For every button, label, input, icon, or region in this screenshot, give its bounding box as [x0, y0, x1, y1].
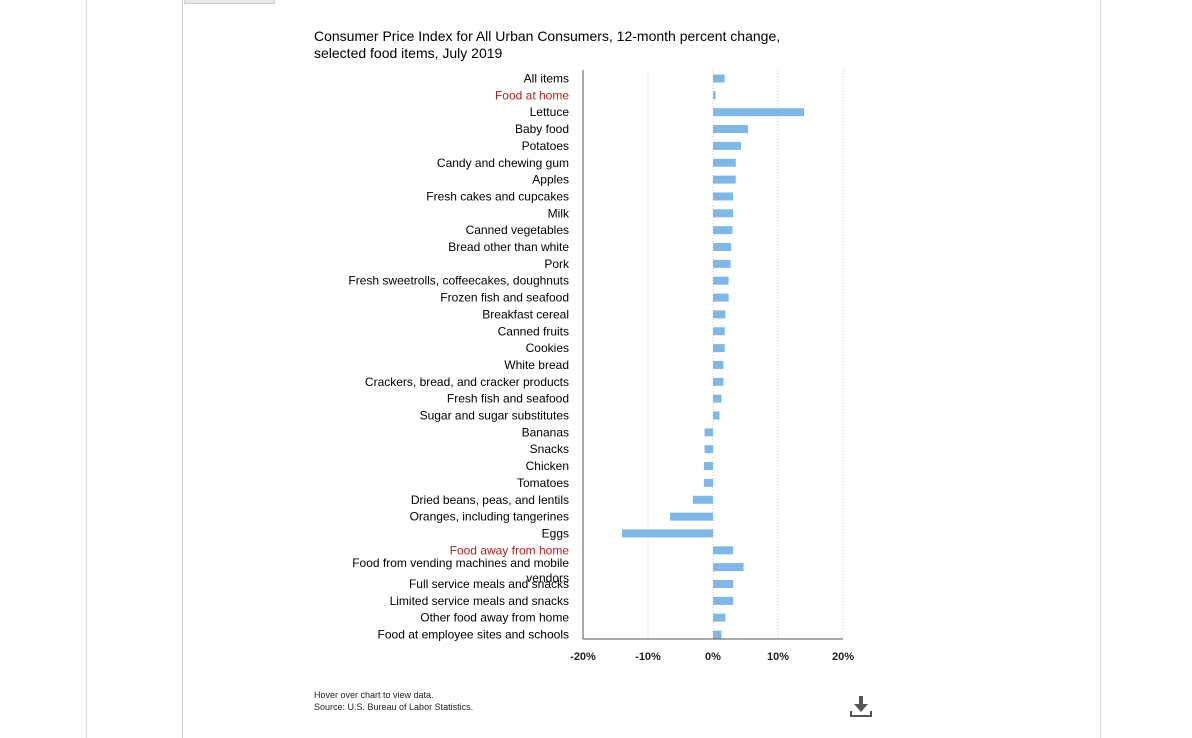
- category-label: Baby food: [515, 122, 569, 136]
- category-label: Bananas: [522, 425, 569, 439]
- category-label: Snacks: [530, 442, 569, 456]
- bar[interactable]: [713, 563, 744, 572]
- bar[interactable]: [713, 360, 724, 369]
- category-label: Fresh sweetrolls, coffeecakes, doughnuts: [348, 274, 569, 288]
- bar[interactable]: [713, 310, 726, 319]
- category-label: White bread: [504, 358, 569, 372]
- category-label: Tomatoes: [517, 476, 569, 490]
- category-label: Full service meals and snacks: [409, 577, 569, 591]
- bar[interactable]: [713, 209, 734, 218]
- category-label: Other food away from home: [420, 611, 569, 625]
- bar[interactable]: [713, 344, 725, 353]
- bar[interactable]: [713, 243, 732, 251]
- category-label: Chicken: [526, 459, 569, 473]
- x-tick-label: 0%: [705, 651, 721, 663]
- tab[interactable]: [184, 0, 275, 4]
- bar[interactable]: [713, 125, 749, 134]
- category-label: Apples: [532, 173, 569, 187]
- bar[interactable]: [713, 276, 729, 285]
- chart-panel: [182, 0, 1102, 738]
- category-label: Food at home: [495, 88, 569, 102]
- bar[interactable]: [703, 462, 713, 471]
- bar[interactable]: [713, 74, 725, 83]
- bar[interactable]: [713, 411, 720, 420]
- category-label: Canned vegetables: [466, 223, 569, 237]
- x-tick-label: -10%: [635, 651, 661, 663]
- category-label: Dried beans, peas, and lentils: [411, 493, 569, 507]
- page-frame: [86, 0, 1101, 738]
- category-label: Crackers, bread, and cracker products: [365, 375, 569, 389]
- bar[interactable]: [670, 512, 713, 521]
- bar[interactable]: [622, 529, 713, 538]
- bar[interactable]: [713, 259, 731, 268]
- bar[interactable]: [704, 428, 713, 437]
- bar[interactable]: [704, 445, 713, 454]
- category-label: Food from vending machines and mobile ven…: [352, 556, 569, 585]
- bar[interactable]: [713, 226, 733, 235]
- chart-title: Consumer Price Index for All Urban Consu…: [314, 28, 781, 61]
- category-label: Limited service meals and snacks: [390, 594, 569, 608]
- bar[interactable]: [713, 175, 736, 184]
- category-label: Oranges, including tangerines: [410, 510, 569, 524]
- bar[interactable]: [713, 377, 724, 386]
- download-button[interactable]: [848, 694, 874, 720]
- bar[interactable]: [692, 495, 713, 504]
- hover-note: Hover over chart to view data.: [314, 690, 434, 700]
- bar[interactable]: [713, 192, 734, 201]
- x-tick-label: -20%: [570, 651, 596, 663]
- category-label: Pork: [544, 257, 570, 271]
- source-note: Source: U.S. Bureau of Labor Statistics.: [314, 702, 474, 712]
- bar[interactable]: [713, 546, 734, 555]
- bar[interactable]: [713, 293, 729, 302]
- bar[interactable]: [713, 613, 726, 622]
- category-label: Potatoes: [522, 139, 569, 153]
- category-label: Breakfast cereal: [482, 307, 569, 321]
- bar[interactable]: [713, 580, 734, 588]
- category-label: Bread other than white: [448, 240, 569, 254]
- category-label: Canned fruits: [498, 324, 569, 338]
- category-label: Eggs: [542, 526, 569, 540]
- category-label: Frozen fish and seafood: [440, 291, 569, 305]
- category-label: Food at employee sites and schools: [378, 628, 569, 642]
- category-label: Food away from home: [450, 543, 570, 557]
- bar-chart[interactable]: -20% -10% 0% 10% 20% All items Food at home Let…: [0, 0, 1192, 720]
- bar[interactable]: [713, 158, 736, 167]
- bar[interactable]: [713, 596, 734, 605]
- category-label: All items: [524, 72, 569, 86]
- category-label: Cookies: [526, 341, 569, 355]
- bar[interactable]: [713, 327, 725, 336]
- category-label: Candy and chewing gum: [437, 156, 569, 170]
- category-label: Milk: [548, 206, 570, 220]
- category-label: Fresh fish and seafood: [447, 392, 569, 406]
- category-label: Fresh cakes and cupcakes: [426, 189, 569, 203]
- x-tick-label: 20%: [832, 651, 854, 663]
- bar[interactable]: [713, 630, 722, 639]
- bar[interactable]: [713, 141, 741, 150]
- bar[interactable]: [713, 91, 716, 100]
- bar[interactable]: [703, 478, 713, 487]
- bar[interactable]: [713, 394, 722, 403]
- category-label: Lettuce: [530, 105, 570, 119]
- download-icon: [850, 696, 872, 717]
- category-label: Sugar and sugar substitutes: [420, 409, 569, 423]
- bar[interactable]: [713, 108, 804, 117]
- x-tick-label: 10%: [767, 651, 789, 663]
